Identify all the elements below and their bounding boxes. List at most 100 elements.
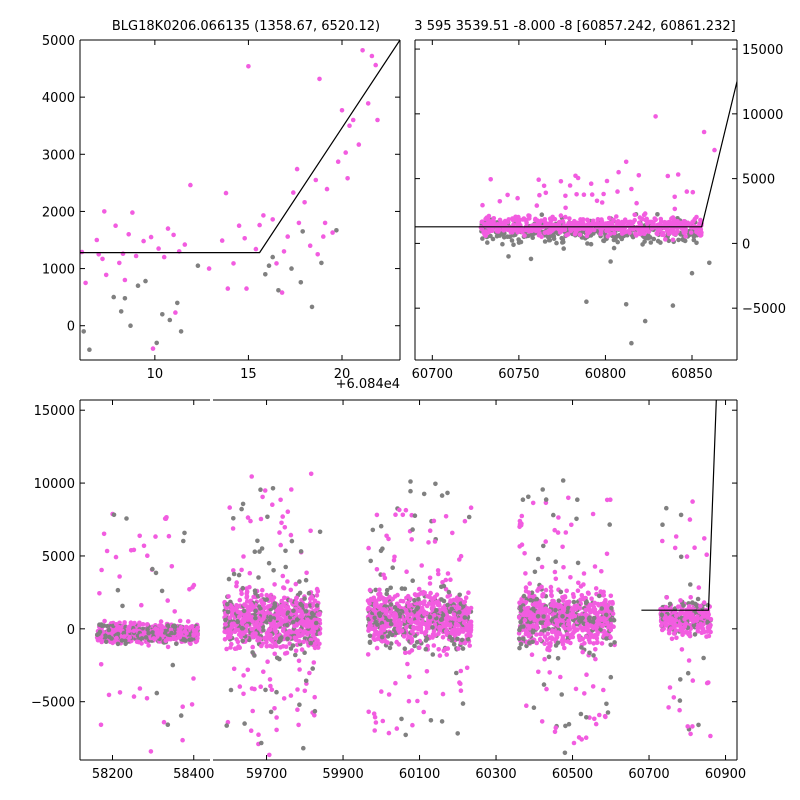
panel-2-title: 3 595 3539.51 -8.000 -8 [60857.242, 6086… xyxy=(414,19,735,34)
panel-3-point-season-1 xyxy=(191,627,197,633)
panel-2-point-magenta xyxy=(585,218,591,224)
panel-3-point-season-1 xyxy=(128,548,134,553)
panel-2-point-magenta xyxy=(662,222,668,227)
panel-3-point-season-4 xyxy=(571,594,576,600)
panel-2-point-gray xyxy=(611,245,617,251)
panel-1-point-magenta xyxy=(83,280,88,286)
panel-2-point-gray xyxy=(509,238,515,243)
panel-3-point-season-3 xyxy=(416,592,421,598)
panel-3-point-season-3 xyxy=(443,577,449,583)
panel-3-point-season-3 xyxy=(427,528,433,533)
panel-3-point-season-2 xyxy=(253,608,258,614)
panel-3-point-season-4 xyxy=(581,582,586,587)
panel-3-point-season-1 xyxy=(159,588,165,594)
panel-3-point-season-1 xyxy=(132,620,137,626)
panel-3-point-season-2 xyxy=(234,580,239,585)
panel-3-point-season-2 xyxy=(285,610,291,615)
panel-3-point-season-3 xyxy=(436,571,441,577)
panel-2-point-gray xyxy=(694,240,699,246)
panel-3-point-season-2 xyxy=(297,590,303,596)
panel-3-point-season-2 xyxy=(292,635,298,641)
panel-2-point-magenta xyxy=(601,191,606,197)
panel-2-point-magenta xyxy=(510,230,515,235)
panel-2-point-magenta xyxy=(564,232,569,238)
panel-3-point-season-5 xyxy=(677,707,682,713)
panel-3-point-season-2 xyxy=(288,587,294,593)
panel-3-point-season-3 xyxy=(392,627,397,632)
panel-3-point-season-3 xyxy=(428,718,434,723)
panel-3-point-season-4 xyxy=(526,494,531,500)
panel-3-point-season-4 xyxy=(569,607,575,613)
panel-3-point-season-2 xyxy=(288,646,294,651)
panel-2-point-magenta xyxy=(483,216,488,222)
panel-3-point-season-2 xyxy=(264,644,270,649)
panel-3-point-season-3 xyxy=(455,596,460,602)
panel-3-point-season-2 xyxy=(259,610,265,615)
panel-2-point-gray xyxy=(539,212,545,217)
panel-3-point-season-3 xyxy=(368,623,373,628)
panel-2-point-gray xyxy=(681,238,687,243)
panel-3-point-season-3 xyxy=(468,633,473,638)
panel-3-point-season-3 xyxy=(458,688,464,693)
panel-3-point-season-2 xyxy=(250,644,255,650)
panel-3-point-season-4 xyxy=(569,522,574,528)
panel-2-point-magenta xyxy=(670,237,676,243)
panel-3-point-season-1 xyxy=(104,548,110,554)
panel-3-point-season-3 xyxy=(395,592,400,598)
panel-3-point-season-3 xyxy=(440,612,446,618)
panel-3-point-season-2 xyxy=(299,611,305,616)
panel-3-point-season-1 xyxy=(106,627,112,633)
panel-3-xtick-58200-label: 58200 xyxy=(92,767,133,782)
panel-3-point-season-3 xyxy=(461,611,467,617)
panel-3-point-season-1 xyxy=(169,630,174,636)
panel-3-point-season-5 xyxy=(659,607,665,612)
panel-2-point-magenta xyxy=(486,225,491,231)
panel-3-point-season-2 xyxy=(296,658,302,664)
panel-3-point-season-3 xyxy=(427,614,433,620)
panel-1-point-magenta xyxy=(321,234,326,239)
panel-3-point-season-3 xyxy=(421,709,427,715)
panel-3-point-season-2 xyxy=(242,602,247,607)
panel-3-point-season-3 xyxy=(409,638,415,644)
panel-2-point-magenta xyxy=(482,222,487,227)
panel-3-point-season-5 xyxy=(673,623,679,628)
panel-3-point-season-3 xyxy=(403,732,409,738)
panel-3-point-season-4 xyxy=(566,618,571,624)
panel-3-point-season-2 xyxy=(281,585,286,590)
panel-3-point-season-4 xyxy=(547,647,552,653)
panel-3-xtick-60100-label: 60100 xyxy=(399,767,440,782)
panel-3-point-season-2 xyxy=(259,600,265,606)
panel-3-point-season-5 xyxy=(671,631,677,636)
panel-3-point-season-5 xyxy=(696,722,701,728)
panel-3-point-season-5 xyxy=(674,635,679,641)
panel-3-point-season-3 xyxy=(434,608,439,613)
panel-3-point-season-2 xyxy=(268,683,273,689)
panel-3-point-season-2 xyxy=(282,651,288,656)
panel-3-point-season-2 xyxy=(258,684,264,689)
panel-3-point-season-2 xyxy=(249,614,254,620)
panel-3-point-season-2 xyxy=(297,702,302,707)
panel-3-point-season-5 xyxy=(705,619,710,625)
panel-2-point-magenta xyxy=(572,218,577,224)
panel-3-point-season-5 xyxy=(682,617,687,622)
panel-1-point-magenta xyxy=(281,249,287,254)
panel-3-point-season-5 xyxy=(677,627,683,633)
panel-3-point-season-2 xyxy=(234,603,239,608)
panel-3-point-season-4 xyxy=(539,584,544,590)
panel-3-model-line xyxy=(641,400,717,611)
panel-3-point-season-4 xyxy=(602,618,607,624)
panel-2-point-magenta xyxy=(663,237,668,242)
panel-3-point-season-3 xyxy=(455,627,461,633)
panel-3-point-season-3 xyxy=(458,553,464,559)
panel-3-point-season-3 xyxy=(374,645,380,651)
panel-1-xtick-10-label: 10 xyxy=(147,367,164,382)
panel-3-point-season-2 xyxy=(268,709,274,715)
panel-3-point-season-5 xyxy=(687,633,693,639)
panel-3-point-season-3 xyxy=(440,691,446,697)
panel-3-point-season-4 xyxy=(587,639,593,645)
panel-3-point-season-1 xyxy=(96,631,101,637)
panel-3-point-season-2 xyxy=(252,653,257,658)
panel-1-point-magenta xyxy=(345,176,350,181)
panel-3-point-season-3 xyxy=(393,512,398,517)
panel-3-point-season-4 xyxy=(554,618,560,623)
